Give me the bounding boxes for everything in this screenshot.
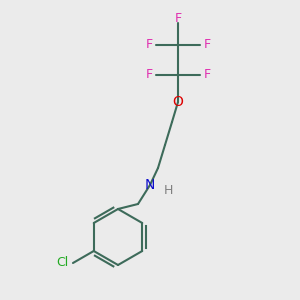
Text: O: O [172,95,183,109]
Text: F: F [203,38,211,52]
Text: N: N [145,178,155,192]
Text: Cl: Cl [57,256,69,269]
Text: F: F [174,11,182,25]
Text: F: F [203,68,211,82]
Text: H: H [163,184,173,196]
Text: F: F [146,68,153,82]
Text: F: F [146,38,153,52]
